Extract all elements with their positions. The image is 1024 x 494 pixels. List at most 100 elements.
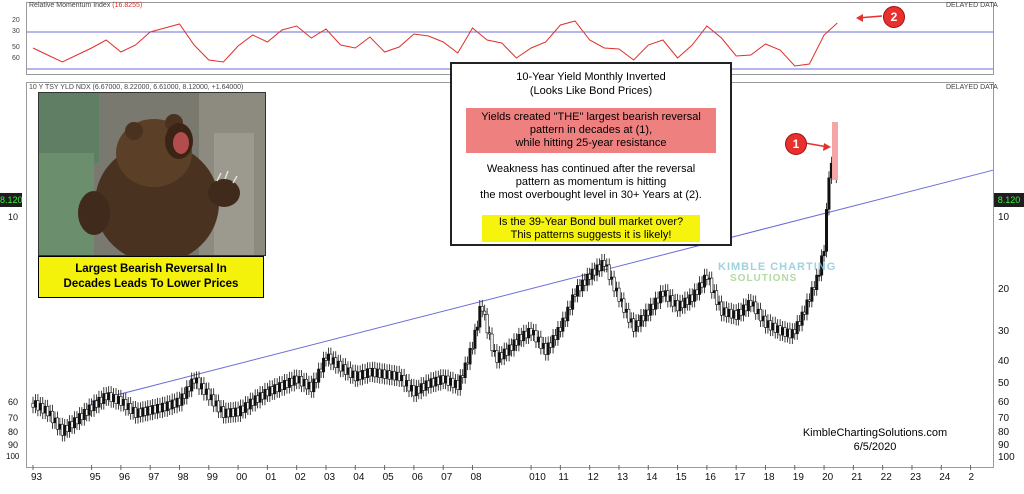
candle-body (478, 306, 482, 328)
candle-body (632, 318, 636, 332)
candle-body (292, 375, 296, 386)
candle-body (53, 417, 57, 424)
x-tick-label: 21 (851, 472, 863, 483)
candle-body (187, 386, 191, 392)
candle-body (97, 396, 101, 408)
callout-highlight-red (466, 108, 716, 153)
candle-body (624, 308, 628, 313)
candle-body (278, 382, 282, 393)
credit-date: 6/5/2020 (853, 441, 897, 453)
candle-body (585, 273, 589, 286)
x-tick-label: 20 (822, 472, 834, 483)
candle-body (517, 334, 521, 346)
candle-body (763, 315, 767, 328)
candle-body (590, 268, 594, 280)
momentum-tick: 50 (12, 44, 20, 51)
candle-body (175, 397, 179, 408)
candle-body (400, 374, 404, 382)
candle-body (378, 368, 382, 378)
candle-body (627, 308, 631, 323)
candle-body (119, 396, 123, 406)
x-tick-label: 08 (470, 472, 482, 483)
candle-body (556, 327, 560, 340)
x-tick-label: 93 (31, 472, 43, 483)
candle-body (605, 264, 609, 267)
candle-body (629, 318, 633, 323)
candle-body (331, 357, 335, 365)
candle-body (319, 368, 323, 373)
candle-body (534, 330, 538, 343)
credit-site: KimbleChartingSolutions.com (802, 427, 948, 439)
candle-body (771, 322, 775, 331)
candle-body (195, 377, 199, 384)
candle-body (82, 409, 86, 420)
candle-body (92, 400, 96, 412)
candle-body (385, 370, 389, 379)
candle-body (673, 300, 677, 307)
candle-body (204, 388, 208, 395)
candle-body (334, 357, 338, 368)
x-tick-label: 05 (382, 472, 394, 483)
candle-body (458, 375, 462, 390)
candle-body (702, 274, 706, 288)
candle-body (165, 401, 169, 412)
candle-body (361, 369, 365, 380)
candle-body (803, 311, 807, 315)
candle-body (134, 407, 138, 418)
candle-body (380, 369, 384, 378)
left-y-tick-label: 70 (8, 413, 19, 423)
x-tick-label: 95 (89, 472, 101, 483)
candle-body (209, 394, 213, 401)
candle-body (431, 378, 435, 387)
candle-body (468, 348, 472, 365)
candle-body (788, 328, 792, 339)
callout-subtitle: (Looks Like Bond Prices) (529, 85, 653, 97)
candle-body (70, 421, 74, 429)
candle-body (282, 380, 286, 390)
candle-body (370, 367, 374, 377)
candle-body (720, 301, 724, 316)
candle-body (48, 410, 52, 417)
candle-body (553, 335, 557, 340)
momentum-delayed-label: DELAYED DATA (946, 2, 998, 9)
candle-body (544, 343, 548, 355)
candle-body (466, 362, 470, 365)
candle-body (348, 367, 352, 378)
candle-body (805, 299, 809, 315)
candle-body (668, 295, 672, 302)
x-tick-label: 98 (177, 472, 189, 483)
candle-body (239, 405, 243, 417)
candle-body (617, 287, 621, 302)
candle-body (153, 405, 157, 414)
candle-body (168, 401, 172, 410)
candle-body (151, 405, 155, 415)
candle-body (356, 371, 360, 382)
candle-body (248, 398, 252, 410)
candle-body (505, 348, 509, 356)
candle-body (522, 330, 526, 342)
candle-body (351, 370, 355, 378)
candle-body (602, 260, 606, 267)
x-tick-label: 15 (675, 472, 687, 483)
candle-body (558, 327, 562, 332)
y-tick-label: 60 (998, 397, 1010, 408)
candle-body (207, 388, 211, 401)
candle-body (698, 282, 702, 295)
candle-body (475, 326, 479, 331)
candle-body (261, 392, 265, 400)
x-tick-label: 22 (880, 472, 892, 483)
candle-body (85, 409, 89, 416)
candle-body (817, 274, 821, 277)
candle-body (793, 329, 797, 335)
candle-body (800, 311, 804, 326)
candle-body (754, 301, 758, 315)
candle-body (280, 382, 284, 390)
candle-body (55, 417, 59, 430)
x-tick-label: 04 (353, 472, 365, 483)
candle-body (312, 378, 316, 393)
x-tick-label: 16 (704, 472, 716, 483)
annotation-box: 10-Year Yield Monthly Inverted (Looks Li… (450, 62, 732, 246)
candle-body (121, 399, 125, 406)
candle-body (749, 300, 753, 307)
candle-body (429, 378, 433, 388)
